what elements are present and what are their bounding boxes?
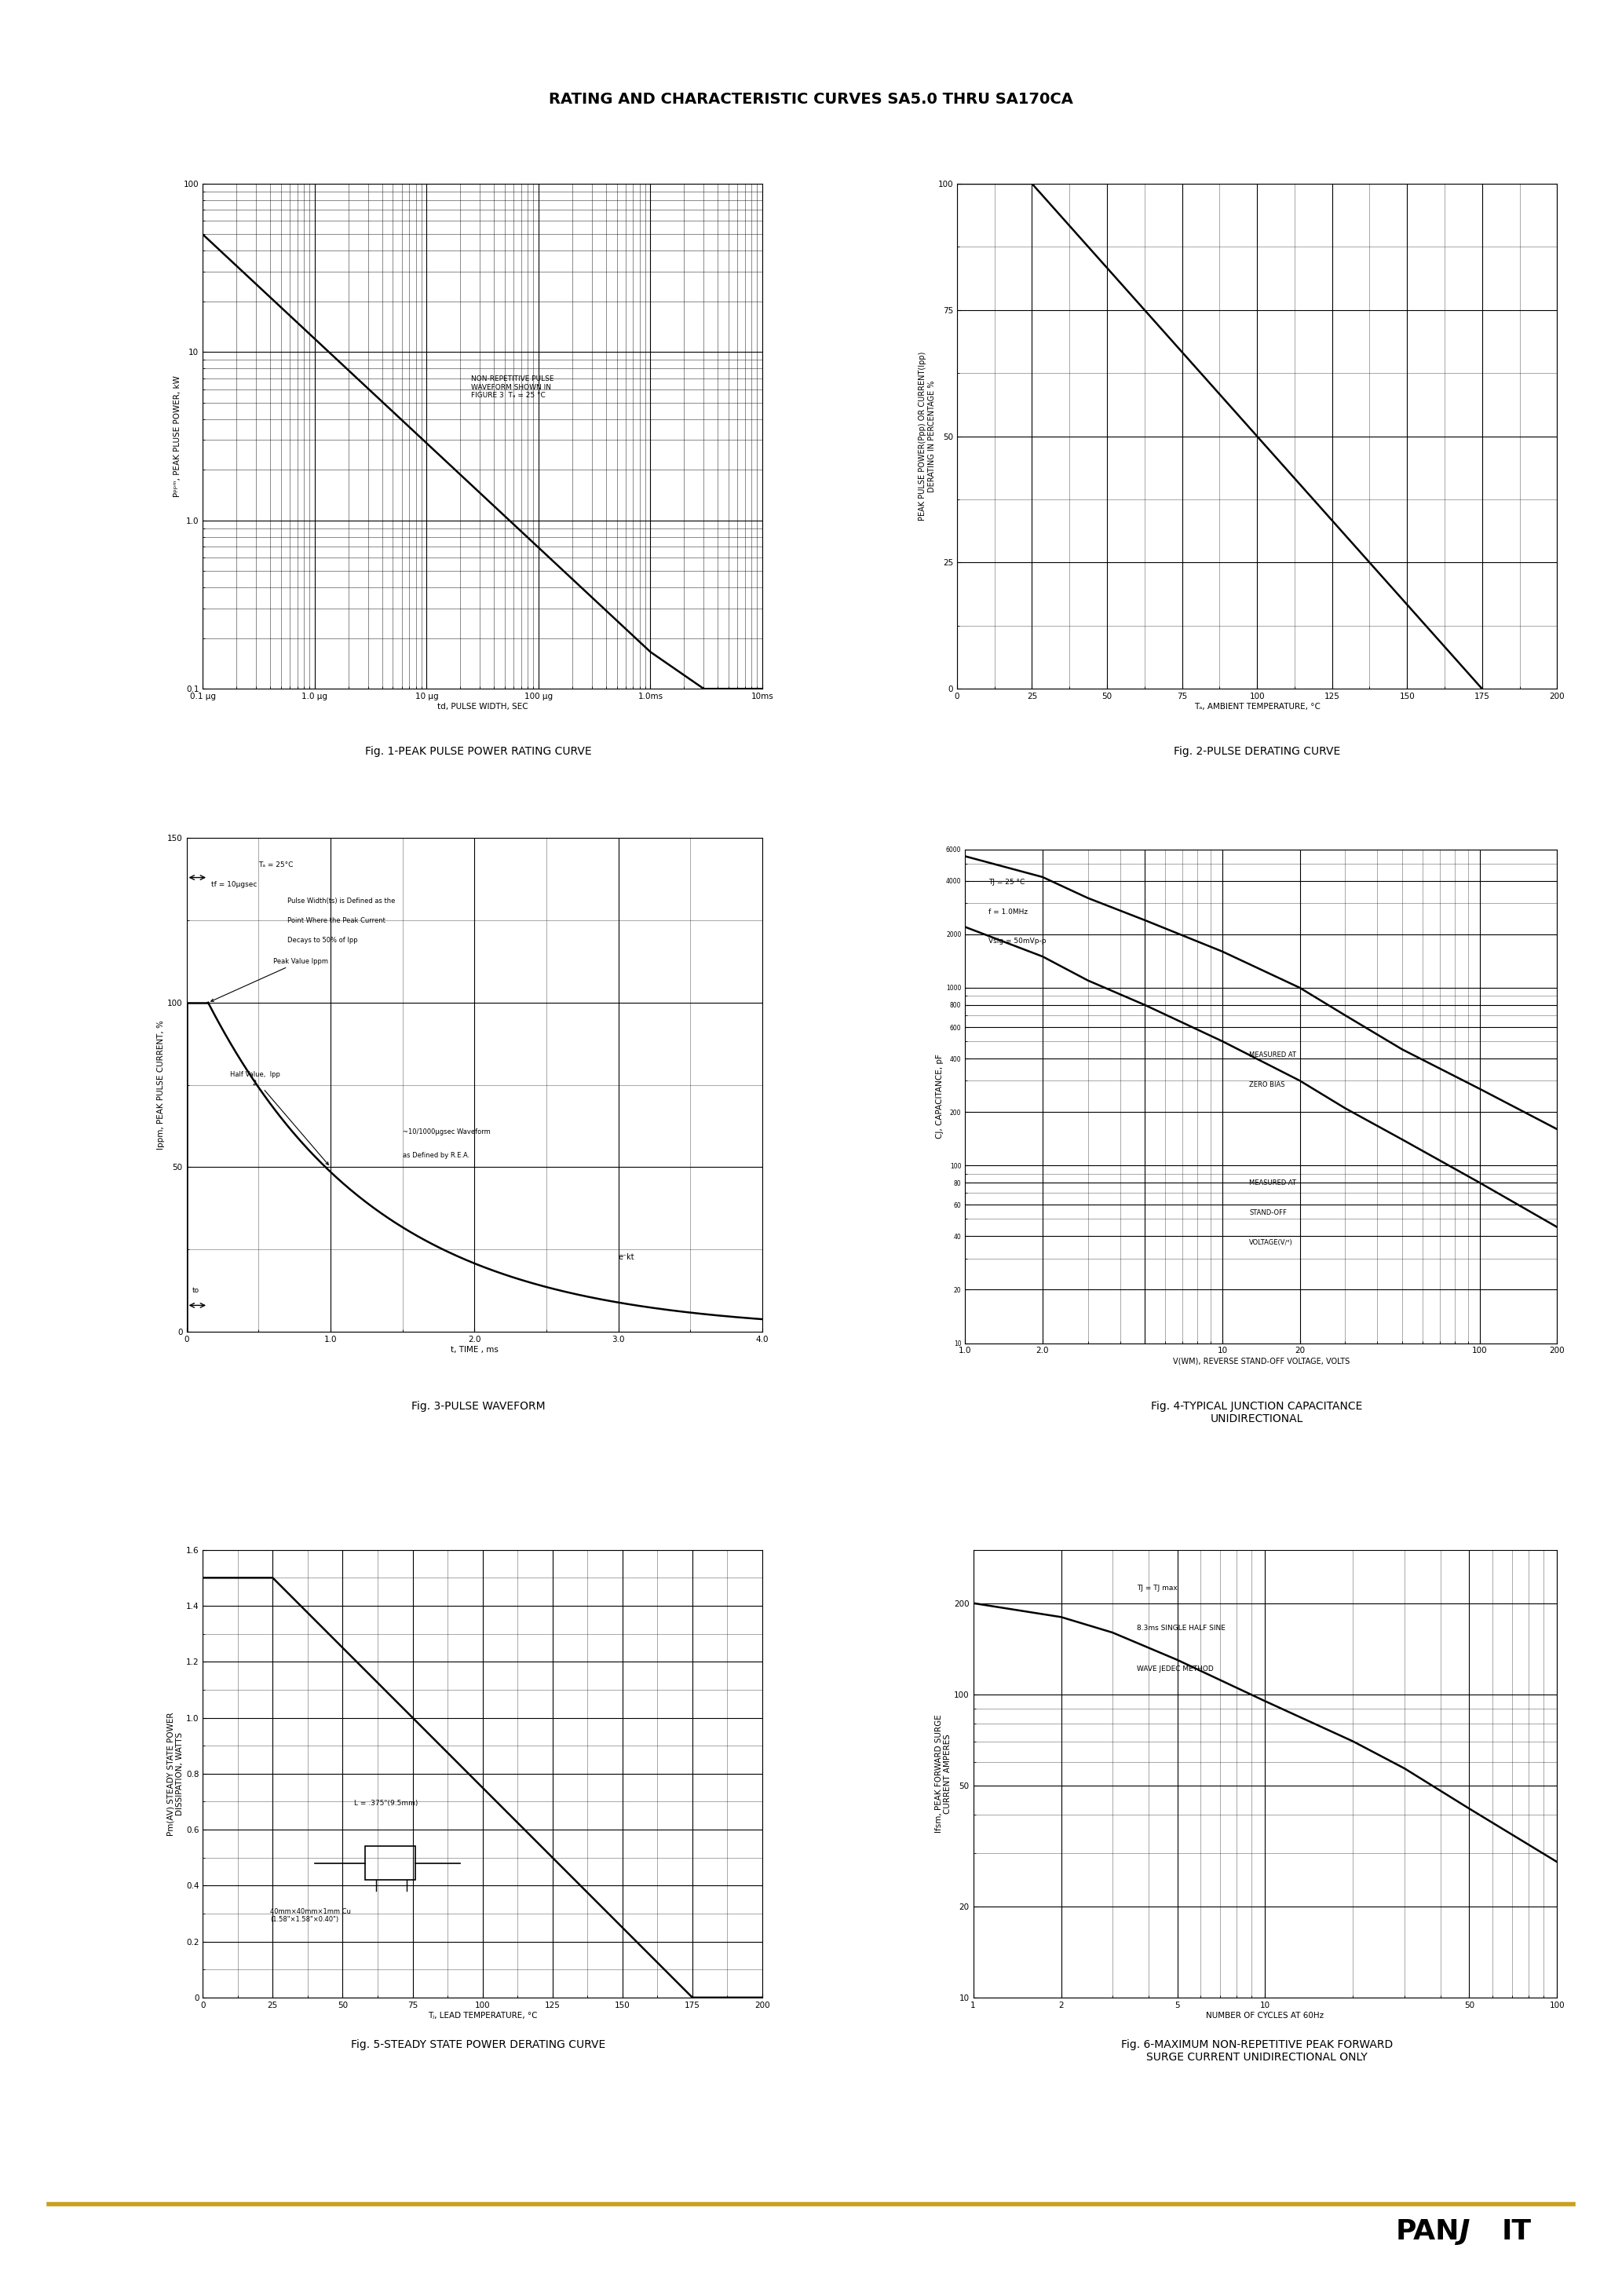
Text: ZERO BIAS: ZERO BIAS: [1249, 1081, 1285, 1088]
Text: tf = 10μgsec: tf = 10μgsec: [211, 882, 256, 889]
Y-axis label: CJ, CAPACITANCE, pF: CJ, CAPACITANCE, pF: [936, 1054, 944, 1139]
X-axis label: Tⱼ, LEAD TEMPERATURE, °C: Tⱼ, LEAD TEMPERATURE, °C: [428, 2011, 537, 2018]
X-axis label: Tₐ, AMBIENT TEMPERATURE, °C: Tₐ, AMBIENT TEMPERATURE, °C: [1194, 703, 1320, 709]
X-axis label: V(WM), REVERSE STAND-OFF VOLTAGE, VOLTS: V(WM), REVERSE STAND-OFF VOLTAGE, VOLTS: [1173, 1357, 1350, 1364]
X-axis label: td, PULSE WIDTH, SEC: td, PULSE WIDTH, SEC: [438, 703, 527, 709]
Text: Point Where the Peak Current: Point Where the Peak Current: [287, 916, 386, 923]
Text: TJ = 25 °C: TJ = 25 °C: [989, 879, 1025, 886]
Text: Tₐ = 25°C: Tₐ = 25°C: [258, 861, 294, 868]
Text: Fig. 5-STEADY STATE POWER DERATING CURVE: Fig. 5-STEADY STATE POWER DERATING CURVE: [352, 2039, 605, 2050]
Text: Vsig = 50mVp-p: Vsig = 50mVp-p: [989, 937, 1046, 946]
X-axis label: NUMBER OF CYCLES AT 60Hz: NUMBER OF CYCLES AT 60Hz: [1207, 2011, 1324, 2018]
Text: to: to: [193, 1286, 200, 1293]
Text: TJ = TJ max: TJ = TJ max: [1137, 1584, 1178, 1591]
Text: STAND-OFF: STAND-OFF: [1249, 1210, 1286, 1217]
Text: Fig. 2-PULSE DERATING CURVE: Fig. 2-PULSE DERATING CURVE: [1174, 746, 1340, 758]
Y-axis label: Ifsm, PEAK FORWARD SURGE
CURRENT AMPERES: Ifsm, PEAK FORWARD SURGE CURRENT AMPERES: [934, 1715, 952, 1832]
Text: Decays to 50% of Ipp: Decays to 50% of Ipp: [287, 937, 358, 944]
Text: IT: IT: [1502, 2218, 1531, 2245]
Text: 40mm×40mm×1mm Cu
(1.58"×1.58"×0.40"): 40mm×40mm×1mm Cu (1.58"×1.58"×0.40"): [269, 1908, 350, 1924]
Text: J: J: [1460, 2218, 1471, 2245]
Text: 8.3ms SINGLE HALF SINE: 8.3ms SINGLE HALF SINE: [1137, 1626, 1225, 1632]
Text: Fig. 4-TYPICAL JUNCTION CAPACITANCE
UNIDIRECTIONAL: Fig. 4-TYPICAL JUNCTION CAPACITANCE UNID…: [1152, 1401, 1362, 1424]
Text: ~10/1000μgsec Waveform: ~10/1000μgsec Waveform: [402, 1130, 490, 1137]
Bar: [365, 1846, 415, 1880]
Text: Pulse Width(ts) is Defined as the: Pulse Width(ts) is Defined as the: [287, 898, 396, 905]
Text: Half Value,  Ipp
           2: Half Value, Ipp 2: [230, 1072, 328, 1164]
X-axis label: t, TIME , ms: t, TIME , ms: [451, 1345, 498, 1352]
Text: Fig. 1-PEAK PULSE POWER RATING CURVE: Fig. 1-PEAK PULSE POWER RATING CURVE: [365, 746, 592, 758]
Y-axis label: PEAK PULSE POWER(Ppp) OR CURRENT(Ipp)
DERATING IN PERCENTAGE %: PEAK PULSE POWER(Ppp) OR CURRENT(Ipp) DE…: [918, 351, 936, 521]
Text: PAN: PAN: [1397, 2218, 1460, 2245]
Y-axis label: Ippm, PEAK PULSE CURRENT, %: Ippm, PEAK PULSE CURRENT, %: [157, 1019, 165, 1150]
Text: as Defined by R.E.A.: as Defined by R.E.A.: [402, 1153, 469, 1159]
Text: WAVE JEDEC METHOD: WAVE JEDEC METHOD: [1137, 1665, 1213, 1671]
Text: MEASURED AT: MEASURED AT: [1249, 1180, 1296, 1187]
Text: Peak Value Ippm: Peak Value Ippm: [211, 957, 328, 1001]
Text: NON-REPETITIVE PULSE
WAVEFORM SHOWN IN
FIGURE 3  Tₐ = 25 °C: NON-REPETITIVE PULSE WAVEFORM SHOWN IN F…: [472, 377, 555, 400]
Text: MEASURED AT: MEASURED AT: [1249, 1052, 1296, 1058]
Text: RATING AND CHARACTERISTIC CURVES SA5.0 THRU SA170CA: RATING AND CHARACTERISTIC CURVES SA5.0 T…: [548, 92, 1074, 106]
Y-axis label: Pm(AV) STEADY STATE POWER
DISSIPATION, WATTS: Pm(AV) STEADY STATE POWER DISSIPATION, W…: [167, 1713, 183, 1835]
Y-axis label: Pᵖᵖᵐ, PEAK PLUSE POWER, kW: Pᵖᵖᵐ, PEAK PLUSE POWER, kW: [174, 377, 182, 496]
Text: L = .375"(9.5mm): L = .375"(9.5mm): [354, 1800, 418, 1807]
Text: e⁻kt: e⁻kt: [618, 1254, 634, 1261]
Text: f = 1.0MHz: f = 1.0MHz: [989, 909, 1028, 916]
Text: Fig. 3-PULSE WAVEFORM: Fig. 3-PULSE WAVEFORM: [412, 1401, 545, 1412]
Text: VOLTAGE(Vⱼᴹ): VOLTAGE(Vⱼᴹ): [1249, 1240, 1293, 1247]
Text: Fig. 6-MAXIMUM NON-REPETITIVE PEAK FORWARD
SURGE CURRENT UNIDIRECTIONAL ONLY: Fig. 6-MAXIMUM NON-REPETITIVE PEAK FORWA…: [1121, 2039, 1393, 2062]
